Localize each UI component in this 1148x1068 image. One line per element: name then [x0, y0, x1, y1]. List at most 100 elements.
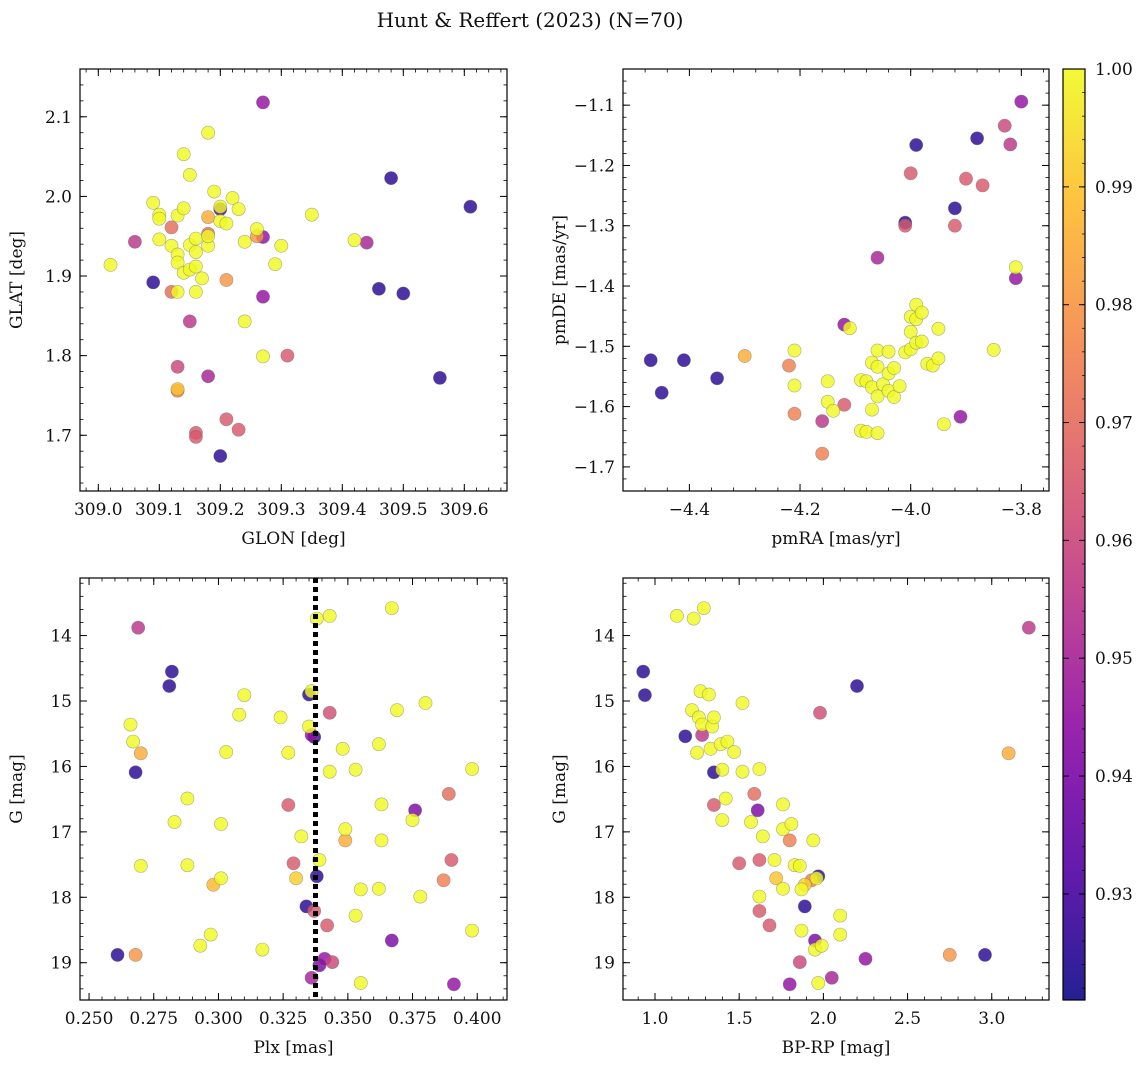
scatter-point: [707, 710, 721, 725]
scatter-point: [384, 933, 399, 948]
scatter-point: [170, 359, 185, 374]
scatter-point: [820, 374, 835, 389]
scatter-point: [638, 688, 652, 702]
axes-frame: [622, 68, 1050, 492]
scatter-point: [219, 412, 234, 427]
scatter-point: [256, 349, 270, 364]
scatter-point: [826, 403, 841, 418]
scatter-point: [320, 918, 334, 933]
data-points: [636, 601, 1036, 992]
scatter-point: [686, 611, 701, 626]
scatter-point: [715, 762, 730, 777]
scatter-point: [201, 369, 215, 384]
scatter-point: [384, 171, 398, 185]
scatter-point: [997, 118, 1012, 133]
scatter-point: [164, 220, 179, 235]
scatter-point: [782, 833, 797, 848]
x-tick-label: 2.5: [894, 1009, 921, 1029]
scatter-point: [870, 389, 885, 404]
scatter-point: [170, 284, 185, 299]
scatter-point: [214, 871, 228, 886]
scatter-point: [348, 908, 363, 923]
scatter-point: [390, 703, 404, 718]
colorbar-frame: [1062, 68, 1086, 1001]
colorbar-tick-label: 0.97: [1095, 414, 1133, 434]
y-tick-label: 17: [593, 823, 615, 843]
scatter-point: [794, 882, 809, 897]
scatter-point: [797, 899, 812, 914]
scatter-point: [123, 717, 138, 732]
scatter-point: [1008, 260, 1023, 275]
data-points: [103, 95, 478, 463]
colorbar-tick-label: 1.00: [1095, 60, 1133, 80]
scatter-point: [359, 235, 374, 250]
scatter-point: [371, 281, 386, 296]
scatter-point: [180, 791, 195, 806]
scatter-point: [737, 349, 752, 363]
scatter-point: [268, 257, 283, 271]
scatter-point: [833, 908, 848, 923]
scatter-point: [986, 342, 1001, 357]
x-tick-label: 309.5: [379, 500, 428, 520]
scatter-point: [865, 402, 879, 417]
scatter-point: [881, 344, 896, 359]
y-tick-label: 1.7: [45, 426, 72, 446]
x-tick-label: −4.4: [669, 500, 710, 520]
scatter-point: [824, 970, 839, 985]
scatter-point: [858, 951, 873, 966]
scatter-point: [814, 938, 829, 953]
colorbar-tick-label: 0.98: [1095, 296, 1133, 316]
scatter-point: [201, 229, 215, 244]
scatter-point: [237, 234, 252, 249]
scatter-point: [870, 426, 885, 440]
scatter-point: [887, 361, 901, 375]
x-axis-label: Plx [mas]: [253, 1038, 333, 1058]
scatter-point: [207, 184, 222, 199]
scatter-point: [931, 321, 946, 336]
y-tick-label: 16: [50, 757, 72, 777]
scatter-point: [176, 201, 191, 216]
scatter-point: [446, 977, 461, 992]
scatter-point: [188, 231, 203, 246]
scatter-point: [405, 813, 420, 827]
scatter-point: [776, 797, 790, 812]
y-tick-label: 19: [50, 954, 72, 974]
scatter-point: [322, 705, 337, 720]
scatter-point: [1014, 94, 1029, 109]
scatter-point: [735, 696, 750, 710]
colorbar-tick-label: 0.99: [1095, 178, 1133, 198]
scatter-point: [931, 351, 946, 366]
x-tick-label: 309.1: [135, 500, 184, 520]
colorbar-tick-label: 0.96: [1095, 531, 1133, 551]
scatter-point: [948, 201, 962, 216]
scatter-point: [396, 286, 411, 301]
scatter-point: [231, 202, 246, 216]
scatter-point: [792, 859, 807, 873]
y-tick-label: 15: [593, 692, 615, 712]
scatter-point: [727, 745, 741, 759]
scatter-point: [441, 787, 456, 801]
scatter-point: [237, 314, 252, 329]
scatter-point: [188, 284, 203, 299]
scatter-point: [769, 871, 784, 886]
scatter-point: [256, 95, 270, 110]
scatter-point: [325, 955, 340, 969]
colorbar-tick-label: 0.93: [1095, 885, 1133, 905]
scatter-point: [280, 348, 295, 363]
scatter-point: [813, 705, 827, 720]
scatter-point: [678, 729, 693, 744]
y-axis-label: pmDE [mas/yr]: [550, 215, 570, 345]
scatter-point: [214, 817, 228, 831]
scatter-point: [371, 881, 386, 896]
scatter-point: [870, 250, 885, 265]
scatter-point: [152, 232, 167, 247]
scatter-point: [237, 688, 252, 702]
scatter-point: [903, 324, 918, 339]
scatter-point: [833, 927, 848, 942]
colorbar: 0.93 0.94 0.95 0.96 0.97 0.98 0.99 1.00: [1062, 60, 1133, 1001]
scatter-point: [374, 797, 389, 812]
scatter-point: [942, 948, 957, 962]
scatter-point: [750, 803, 765, 818]
x-axis-label: BP-RP [mag]: [782, 1038, 891, 1058]
x-tick-label: −4.2: [779, 500, 820, 520]
